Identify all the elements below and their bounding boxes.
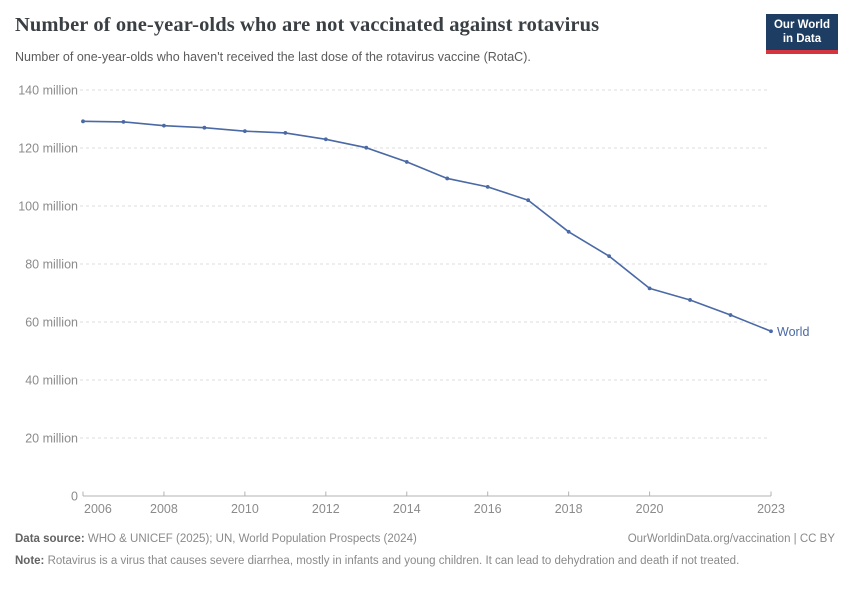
data-point[interactable] bbox=[688, 298, 692, 302]
x-axis-tick-label: 2016 bbox=[474, 502, 502, 516]
note-value: Rotavirus is a virus that causes severe … bbox=[44, 555, 740, 567]
data-point[interactable] bbox=[566, 229, 571, 234]
data-point[interactable] bbox=[607, 254, 612, 259]
data-point[interactable] bbox=[647, 286, 652, 291]
data-line-world[interactable] bbox=[82, 120, 772, 333]
data-point[interactable] bbox=[364, 145, 369, 150]
x-axis-tick-label: 2012 bbox=[312, 502, 340, 516]
x-axis-tick-label: 2020 bbox=[636, 502, 664, 516]
x-axis-tick-label: 2010 bbox=[231, 502, 259, 516]
y-axis-tick-label: 20 million bbox=[25, 432, 78, 446]
chart-footer: Data source: WHO & UNICEF (2025); UN, Wo… bbox=[15, 531, 835, 569]
y-axis-tick-label: 60 million bbox=[25, 316, 78, 330]
data-point[interactable] bbox=[728, 313, 733, 317]
y-axis-tick-label: 40 million bbox=[25, 374, 78, 388]
x-axis-tick-label: 2023 bbox=[757, 502, 785, 516]
note-label: Note: bbox=[15, 555, 45, 567]
rights-link[interactable]: OurWorldinData.org/vaccination | CC BY bbox=[627, 533, 835, 545]
data-source-value: WHO & UNICEF (2025); UN, World Populatio… bbox=[84, 533, 417, 545]
y-axis-tick-label: 0 bbox=[71, 490, 78, 504]
x-axis-tick-label: 2008 bbox=[150, 502, 178, 516]
data-point[interactable] bbox=[769, 329, 773, 334]
y-axis-tick-label: 80 million bbox=[25, 258, 78, 272]
chart-note: Note: Rotavirus is a virus that causes s… bbox=[15, 553, 790, 569]
data-point[interactable] bbox=[404, 160, 409, 164]
owid-logo[interactable]: Our World in Data bbox=[765, 14, 838, 54]
data-source-label: Data source: bbox=[15, 533, 85, 545]
data-point[interactable] bbox=[526, 198, 531, 203]
data-point[interactable] bbox=[162, 123, 166, 128]
y-axis-tick-label: 100 million bbox=[18, 200, 78, 214]
y-axis-tick-label: 120 million bbox=[18, 142, 78, 156]
data-point[interactable] bbox=[121, 120, 126, 124]
data-point[interactable] bbox=[242, 129, 247, 134]
data-point[interactable] bbox=[485, 184, 490, 189]
owid-logo-line1: Our World bbox=[773, 19, 830, 31]
chart-subtitle: Number of one-year-olds who haven't rece… bbox=[15, 50, 531, 64]
page-title: Number of one-year-olds who are not vacc… bbox=[15, 14, 600, 36]
data-source-text: Data source: WHO & UNICEF (2025); UN, Wo… bbox=[15, 531, 417, 547]
x-axis-tick-label: 2018 bbox=[555, 502, 583, 516]
x-axis-tick-label: 2006 bbox=[84, 502, 112, 516]
data-point[interactable] bbox=[81, 119, 85, 124]
y-axis-tick-label: 140 million bbox=[18, 84, 78, 98]
series-end-label-world[interactable]: World bbox=[777, 325, 809, 339]
data-point[interactable] bbox=[283, 131, 288, 135]
owid-logo-line2: in Data bbox=[782, 32, 822, 45]
data-point[interactable] bbox=[323, 137, 328, 142]
data-point[interactable] bbox=[445, 176, 450, 181]
data-point[interactable] bbox=[202, 125, 207, 130]
x-axis-tick-label: 2014 bbox=[393, 502, 421, 516]
